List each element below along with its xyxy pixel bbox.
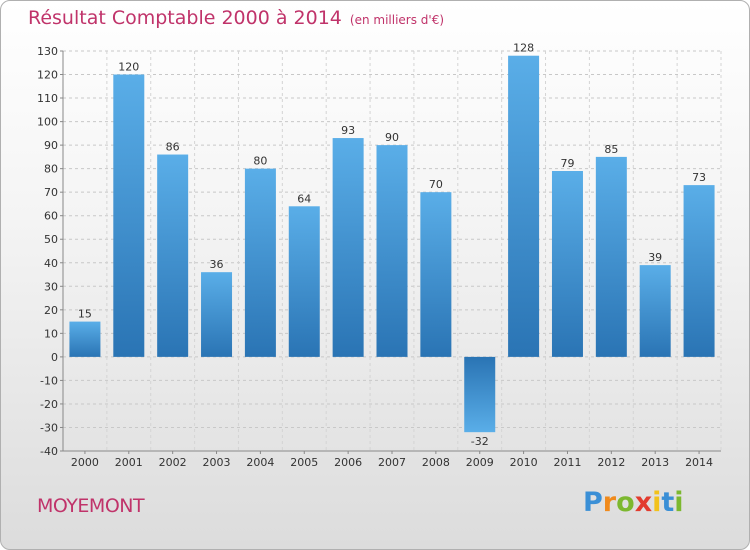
- bar-2005: [288, 206, 320, 357]
- data-label: 120: [118, 61, 139, 74]
- y-tick-label: 80: [44, 163, 58, 176]
- x-tick-label: 2013: [641, 456, 669, 469]
- x-tick-label: 2008: [422, 456, 450, 469]
- data-label: 15: [78, 308, 92, 321]
- y-tick-label: 0: [51, 351, 58, 364]
- y-tick-label: -30: [40, 421, 58, 434]
- x-tick-label: 2007: [378, 456, 406, 469]
- x-tick-label: 2009: [466, 456, 494, 469]
- x-tick-label: 2004: [246, 456, 274, 469]
- x-tick-label: 2003: [203, 456, 231, 469]
- y-tick-label: 90: [44, 139, 58, 152]
- y-tick-label: -40: [40, 445, 58, 458]
- x-tick-label: 2010: [510, 456, 538, 469]
- data-label: 79: [560, 157, 574, 170]
- y-tick-label: 20: [44, 304, 58, 317]
- commune-name: MOYEMONT: [37, 495, 145, 517]
- data-label: 64: [297, 192, 311, 205]
- bar-2007: [376, 145, 408, 357]
- logo-letter: r: [602, 487, 617, 518]
- y-tick-label: 10: [44, 327, 58, 340]
- y-tick-label: 40: [44, 257, 58, 270]
- bar-2001: [113, 74, 145, 357]
- logo-letter: x: [634, 487, 653, 518]
- data-label: -32: [471, 435, 489, 448]
- bar-2003: [201, 272, 233, 357]
- y-tick-label: 120: [37, 69, 58, 82]
- x-tick-label: 2006: [334, 456, 362, 469]
- axes: -40 -30 -20 -10 0 10 20 30 40 50 60 70 80 90 100 110 120…: [37, 45, 721, 469]
- y-tick-label: -20: [40, 398, 58, 411]
- data-label: 70: [429, 178, 443, 191]
- data-label: 85: [604, 143, 618, 156]
- bars: 15 120 86 36 80 64 93 90 70 -32 128 79 85 39 73: [69, 42, 715, 448]
- data-label: 93: [341, 124, 355, 137]
- bar-2000: [69, 321, 101, 357]
- y-tick-label: 30: [44, 280, 58, 293]
- bar-2004: [244, 168, 276, 357]
- bar-2012: [595, 156, 627, 357]
- logo-letter: o: [616, 487, 635, 518]
- data-label: 90: [385, 131, 399, 144]
- bar-2006: [332, 138, 364, 357]
- data-label: 80: [253, 155, 267, 168]
- y-tick-label: 130: [37, 45, 58, 58]
- data-label: 36: [210, 258, 224, 271]
- y-tick-label: 110: [37, 92, 58, 105]
- y-tick-label: 100: [37, 116, 58, 129]
- logo-letter: P: [583, 487, 603, 518]
- logo-letter: t: [661, 487, 675, 518]
- bar-2011: [551, 171, 583, 357]
- data-label: 86: [166, 141, 180, 154]
- chart-unit-label: (en milliers d'€): [349, 13, 445, 27]
- x-tick-label: 2011: [553, 456, 581, 469]
- bar-2009: [464, 356, 496, 433]
- data-label: 39: [648, 251, 662, 264]
- x-tick-label: 2012: [597, 456, 625, 469]
- logo-letter: i: [674, 487, 684, 518]
- x-tick-label: 2005: [290, 456, 318, 469]
- x-tick-label: 2000: [71, 456, 99, 469]
- bar-2002: [157, 154, 189, 357]
- bar-2013: [639, 265, 671, 357]
- y-tick-label: -10: [40, 374, 58, 387]
- bar-2014: [683, 185, 715, 357]
- x-tick-label: 2001: [115, 456, 143, 469]
- x-tick-label: 2014: [685, 456, 713, 469]
- bar-2008: [420, 192, 452, 357]
- data-label: 128: [513, 42, 534, 55]
- y-tick-label: 60: [44, 210, 58, 223]
- y-tick-label: 50: [44, 233, 58, 246]
- data-label: 73: [692, 171, 706, 184]
- bar-2010: [508, 55, 540, 357]
- y-tick-label: 70: [44, 186, 58, 199]
- logo-letter: i: [652, 487, 662, 518]
- chart-title-text: Résultat Comptable 2000 à 2014: [28, 7, 342, 29]
- proxiti-logo: Proxiti: [583, 487, 684, 518]
- x-tick-label: 2002: [159, 456, 187, 469]
- chart-title: Résultat Comptable 2000 à 2014 (en millie…: [28, 7, 444, 29]
